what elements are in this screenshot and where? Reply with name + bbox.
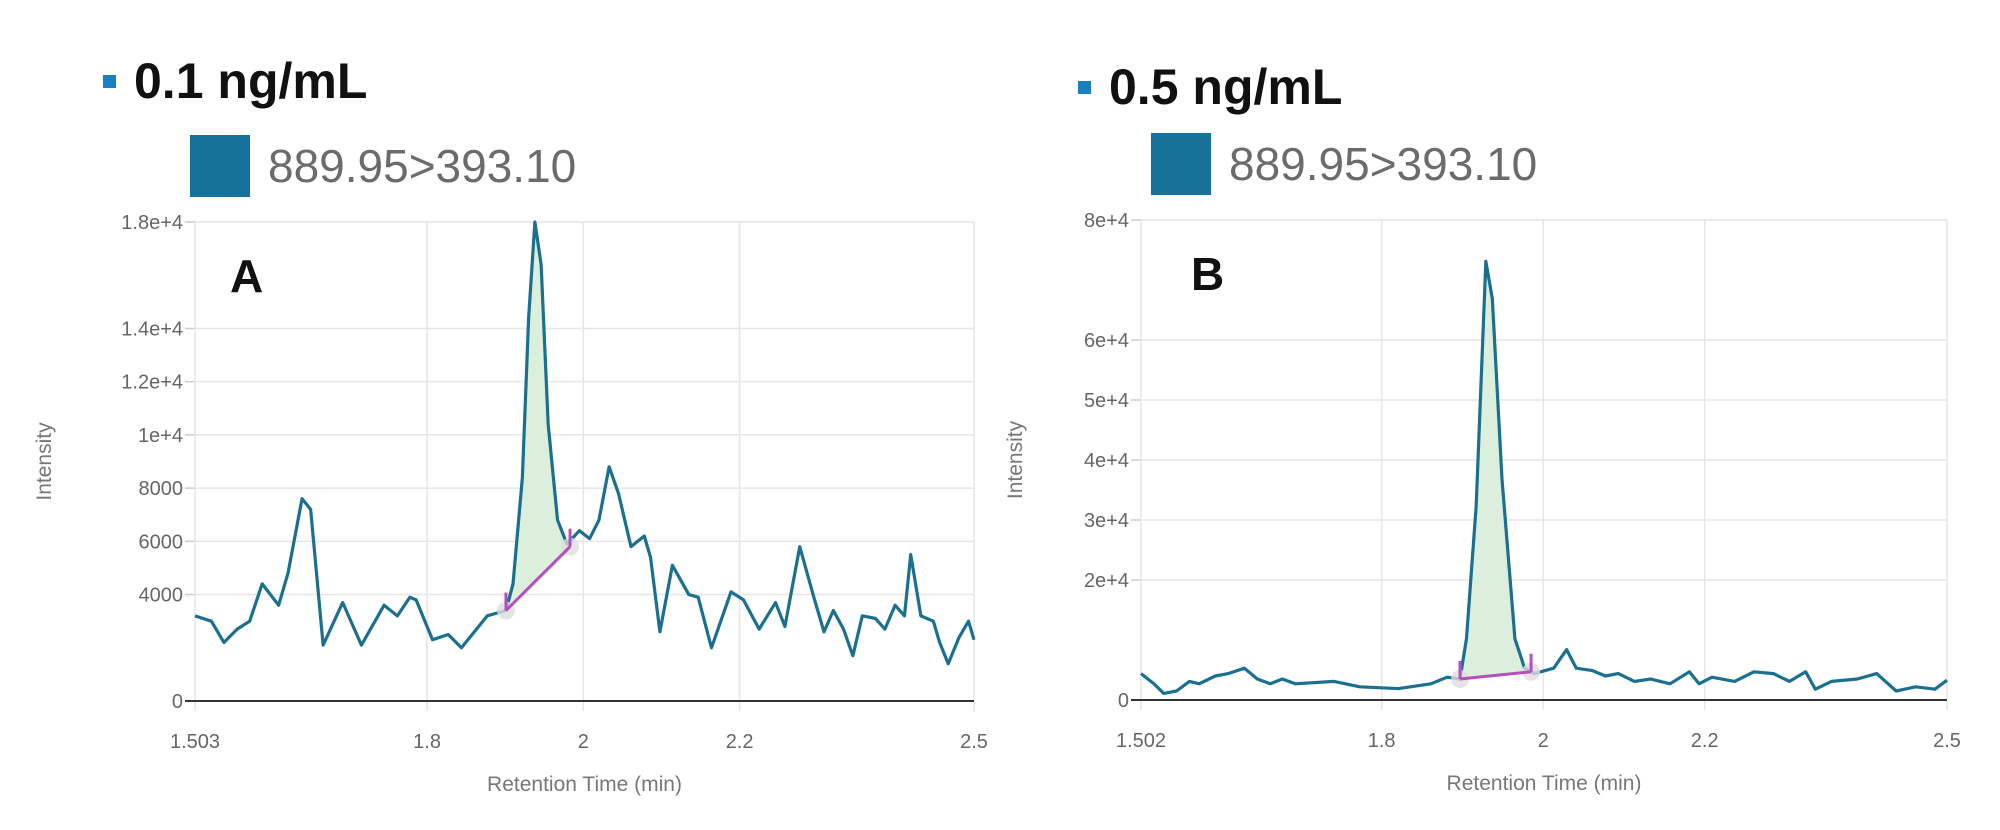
legend-swatch [1151, 133, 1211, 195]
title-marker-icon [103, 74, 116, 88]
trace-line [194, 220, 976, 666]
x-tick-label: 1.502 [1116, 730, 1166, 752]
y-tick-label: 6e+4 [1084, 330, 1129, 352]
integration-baseline [1459, 670, 1532, 681]
y-tick-label: 0 [172, 691, 183, 713]
x-tick-label: 2 [1538, 730, 1549, 752]
x-axis-label: Retention Time (min) [487, 773, 682, 796]
chart-b-title: 0.5 ng/mL [1078, 58, 1342, 116]
chart-a-title-text: 0.1 ng/mL [134, 53, 368, 109]
x-axis-label: Retention Time (min) [1447, 772, 1642, 795]
chart-b: 0 2e+4 3e+4 4e+4 5e+4 6e+4 8e+4 1.502 1.8 2 2.2 2.5… [1004, 210, 1961, 795]
y-tick-label: 4e+4 [1084, 450, 1129, 472]
x-tick-label: 2.5 [960, 731, 988, 753]
panel-label: B [1191, 248, 1224, 300]
chart-a-title: 0.1 ng/mL [103, 52, 367, 110]
y-tick-label: 6000 [139, 531, 184, 553]
peak-area [505, 222, 571, 611]
legend-label: 889.95>393.10 [268, 140, 577, 192]
x-tick-label: 1.503 [170, 731, 220, 753]
y-tick-label: 0 [1118, 690, 1129, 712]
x-tick-label: 2.5 [1933, 730, 1961, 752]
chart-b-title-text: 0.5 ng/mL [1109, 59, 1343, 115]
y-tick-label: 2e+4 [1084, 570, 1129, 592]
legend-swatch [190, 135, 250, 197]
x-tick-label: 2 [578, 731, 589, 753]
y-tick-label: 3e+4 [1084, 510, 1129, 532]
y-tick-label: 8e+4 [1084, 210, 1129, 232]
x-tick-label: 2.2 [726, 731, 754, 753]
x-tick-label: 1.8 [1368, 730, 1396, 752]
peak-area [1460, 261, 1532, 679]
y-tick-label: 1.4e+4 [121, 318, 183, 340]
y-tick-label: 8000 [139, 478, 184, 500]
title-marker-icon [1078, 80, 1091, 94]
x-tick-label: 1.8 [413, 731, 441, 753]
trace-line [1140, 259, 1948, 696]
y-tick-label: 1.8e+4 [121, 212, 183, 234]
y-tick-label: 1e+4 [138, 425, 183, 447]
y-tick-label: 1.2e+4 [121, 372, 183, 394]
y-axis-label: Intensity [33, 422, 56, 501]
y-tick-label: 5e+4 [1084, 390, 1129, 412]
panel-label: A [230, 250, 263, 302]
legend-label: 889.95>393.10 [1229, 138, 1538, 190]
integration-baseline [504, 545, 572, 612]
chart-a-legend[interactable]: 889.95>393.10 [190, 135, 576, 197]
chart-b-legend[interactable]: 889.95>393.10 [1151, 133, 1537, 195]
y-axis-label: Intensity [1004, 420, 1027, 499]
y-tick-label: 4000 [139, 585, 184, 607]
chart-a: 0 4000 6000 8000 1e+4 1.2e+4 1.4e+4 1.8e+4 1.503… [33, 212, 988, 796]
x-tick-label: 2.2 [1691, 730, 1719, 752]
